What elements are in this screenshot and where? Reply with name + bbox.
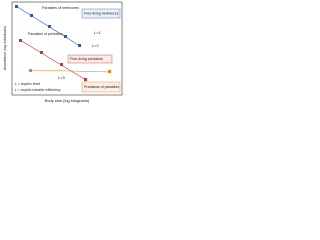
level-label: L=1: [94, 30, 102, 35]
x-axis-label: Body size (log kilograms): [45, 98, 90, 103]
label-box: [67, 54, 113, 64]
label-box: [81, 8, 121, 19]
legend-entry: ε = trophic transfer efficiency: [15, 88, 61, 92]
label: Free-living herbivores: [84, 11, 119, 15]
level-label: L=3: [58, 75, 66, 80]
label: Parasites of herbivores: [42, 6, 79, 10]
legend-entry: L = trophic level: [15, 82, 40, 86]
label: Predators of parasites: [84, 85, 119, 89]
blue-series: [15, 5, 81, 47]
label-box: [81, 81, 121, 93]
diagram: Abundance (log individuals) Body size (l…: [3, 1, 123, 103]
label: Free-living predators: [70, 57, 103, 61]
label: Parasites of predators: [28, 32, 63, 36]
red-series: [19, 39, 87, 81]
page: {"axes": {"y_label": "Abundance (log ind…: [0, 0, 124, 107]
y-axis-label: Abundance (log individuals): [3, 26, 7, 70]
orange-series: [29, 69, 111, 73]
level-label: L=2: [92, 43, 100, 48]
